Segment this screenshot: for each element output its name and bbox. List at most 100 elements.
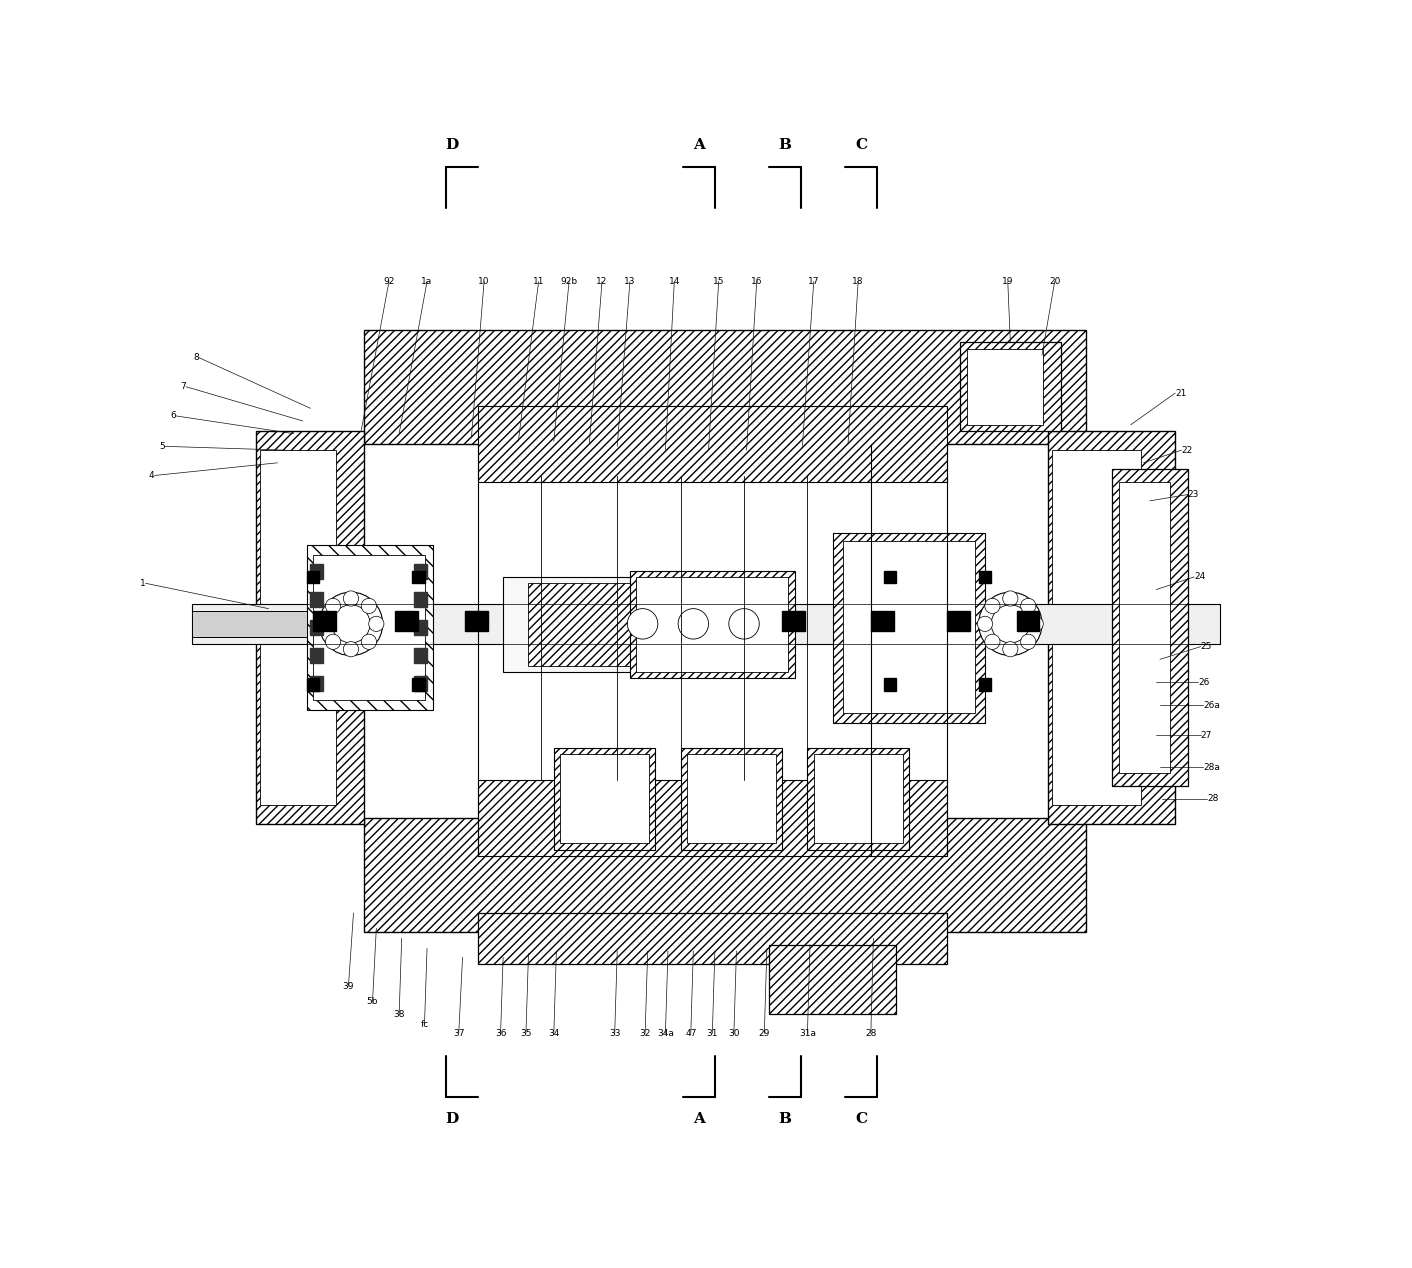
Text: B: B	[779, 1112, 792, 1126]
Circle shape	[716, 635, 729, 648]
Bar	[477, 780, 947, 856]
Bar	[979, 678, 991, 691]
Bar	[782, 611, 805, 631]
Text: 34a: 34a	[657, 1028, 674, 1038]
Bar	[503, 577, 706, 672]
Bar	[884, 678, 897, 691]
Text: 38: 38	[394, 1009, 405, 1019]
Bar	[813, 754, 902, 843]
Text: 33: 33	[609, 1028, 620, 1038]
Text: C: C	[856, 138, 867, 152]
Text: 31a: 31a	[799, 1028, 816, 1038]
Bar	[1052, 450, 1141, 805]
Text: 19: 19	[1003, 276, 1014, 287]
Bar	[979, 571, 991, 583]
Bar	[306, 545, 433, 710]
Circle shape	[325, 598, 340, 614]
Circle shape	[686, 618, 699, 630]
Text: fc: fc	[421, 1019, 429, 1030]
Bar	[688, 754, 775, 843]
Text: 22: 22	[1182, 445, 1193, 455]
Bar	[871, 611, 894, 631]
Text: 27: 27	[1200, 730, 1211, 741]
Text: 36: 36	[494, 1028, 507, 1038]
Bar	[311, 620, 323, 635]
Circle shape	[1003, 591, 1018, 606]
Text: 7: 7	[181, 382, 186, 392]
Bar	[311, 676, 323, 691]
Bar	[414, 648, 426, 663]
Bar	[477, 406, 947, 482]
Bar	[843, 541, 974, 713]
Bar	[833, 533, 986, 723]
Text: 14: 14	[669, 276, 681, 287]
Bar	[1111, 469, 1187, 786]
Circle shape	[726, 618, 738, 630]
Bar	[306, 571, 319, 583]
Text: 10: 10	[479, 276, 490, 287]
Text: D: D	[446, 138, 459, 152]
Text: D: D	[446, 1112, 459, 1126]
Text: 24: 24	[1195, 572, 1206, 582]
Circle shape	[729, 609, 760, 639]
Circle shape	[318, 616, 333, 631]
Circle shape	[696, 635, 709, 648]
Text: 1: 1	[140, 578, 145, 588]
Text: 28: 28	[866, 1028, 877, 1038]
Text: 32: 32	[640, 1028, 651, 1038]
Bar	[554, 748, 655, 850]
Bar	[770, 945, 897, 1014]
Text: 6: 6	[171, 411, 176, 421]
Bar	[967, 349, 1043, 425]
Circle shape	[343, 591, 359, 606]
Text: 4: 4	[148, 470, 154, 481]
Text: 11: 11	[532, 276, 545, 287]
Circle shape	[1021, 634, 1036, 649]
Circle shape	[984, 598, 1000, 614]
Text: 26: 26	[1197, 677, 1209, 687]
Bar	[260, 450, 336, 805]
Circle shape	[1003, 642, 1018, 657]
Text: 26a: 26a	[1203, 700, 1220, 710]
Bar	[256, 431, 364, 824]
Bar	[960, 342, 1060, 431]
Bar	[192, 611, 306, 637]
Bar	[1048, 431, 1175, 824]
Text: 5b: 5b	[367, 997, 378, 1007]
Circle shape	[369, 616, 384, 631]
Circle shape	[678, 609, 709, 639]
Circle shape	[343, 642, 359, 657]
Bar	[311, 592, 323, 607]
Bar	[465, 611, 489, 631]
Circle shape	[696, 600, 709, 612]
Text: 28a: 28a	[1203, 762, 1220, 772]
Circle shape	[332, 605, 370, 643]
Text: 20: 20	[1049, 276, 1060, 287]
Bar	[561, 754, 650, 843]
Text: 92: 92	[383, 276, 395, 287]
Text: 31: 31	[706, 1028, 719, 1038]
Bar	[947, 611, 970, 631]
Bar	[306, 678, 319, 691]
Text: 16: 16	[751, 276, 762, 287]
Text: B: B	[779, 138, 792, 152]
Bar	[630, 571, 795, 678]
Bar	[808, 748, 909, 850]
Bar	[412, 571, 425, 583]
Bar	[681, 748, 782, 850]
Text: 28: 28	[1207, 794, 1219, 804]
Text: 23: 23	[1187, 489, 1199, 500]
Bar	[1120, 482, 1171, 773]
Bar	[1017, 611, 1039, 631]
Bar	[528, 583, 681, 666]
Bar	[477, 913, 947, 964]
Text: 17: 17	[808, 276, 819, 287]
Text: 47: 47	[685, 1028, 696, 1038]
Text: 29: 29	[758, 1028, 770, 1038]
Circle shape	[977, 616, 993, 631]
Text: 25: 25	[1200, 642, 1211, 652]
Circle shape	[716, 600, 729, 612]
Circle shape	[1021, 598, 1036, 614]
Circle shape	[979, 592, 1042, 656]
Circle shape	[361, 598, 377, 614]
